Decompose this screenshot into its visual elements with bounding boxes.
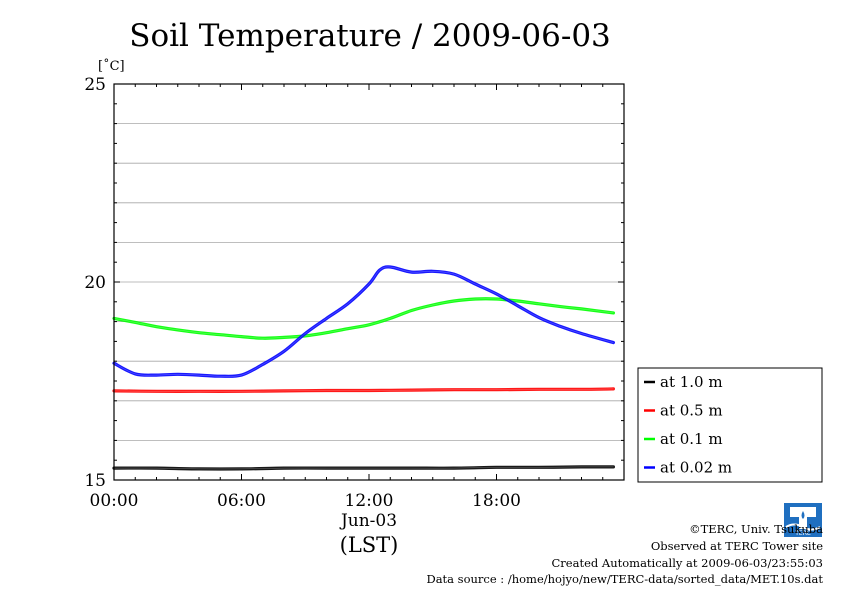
legend-entry: at 0.1 m xyxy=(660,430,723,448)
series-line-at-0-02-m xyxy=(112,265,615,378)
footer-source: Data source : /home/hojyo/new/TERC-data/… xyxy=(426,572,823,586)
x-axis-label: (LST) xyxy=(340,533,399,557)
legend-entry: at 0.5 m xyxy=(660,402,723,420)
date-label: Jun-03 xyxy=(339,511,397,531)
y-tick-label: 20 xyxy=(84,273,106,293)
legend-entry: at 1.0 m xyxy=(660,373,723,391)
series-line-at-1-0-m xyxy=(112,465,615,471)
series-line-at-0-5-m xyxy=(112,387,615,393)
x-tick-label: 06:00 xyxy=(217,491,266,511)
series-layer xyxy=(112,265,615,471)
series-line-highlight-at-0-1-m xyxy=(113,298,614,339)
x-tick-label: 18:00 xyxy=(472,491,521,511)
series-line-highlight-at-0-02-m xyxy=(113,266,614,377)
legend: at 1.0 m at 0.5 m at 0.1 m at 0.02 m xyxy=(637,367,823,483)
axis-ticks xyxy=(113,83,625,481)
footer-copyright: ©TERC, Univ. Tsukuba xyxy=(689,522,823,536)
legend-entry: at 0.02 m xyxy=(660,459,732,477)
x-tick-labels: 00:00 06:00 12:00 18:00 xyxy=(90,491,522,511)
terc-logo: TERC xyxy=(784,503,822,537)
y-tick-label: 25 xyxy=(84,75,106,95)
series-line-highlight-at-1-0-m xyxy=(113,466,614,470)
series-line-at-0-1-m xyxy=(112,297,615,340)
chart-title: Soil Temperature / 2009-06-03 xyxy=(129,18,611,54)
y-axis-unit: [˚C] xyxy=(98,58,125,74)
series-line-highlight-at-0-5-m xyxy=(113,388,614,392)
x-tick-label: 12:00 xyxy=(345,491,394,511)
footer-observed: Observed at TERC Tower site xyxy=(650,539,823,553)
legend-box xyxy=(637,367,823,483)
footer-created: Created Automatically at 2009-06-03/23:5… xyxy=(551,556,824,570)
y-tick-label: 15 xyxy=(84,471,106,491)
x-tick-label: 00:00 xyxy=(90,491,139,511)
y-tick-labels: 15 20 25 xyxy=(84,75,106,491)
svg-text:TERC: TERC xyxy=(794,530,811,537)
